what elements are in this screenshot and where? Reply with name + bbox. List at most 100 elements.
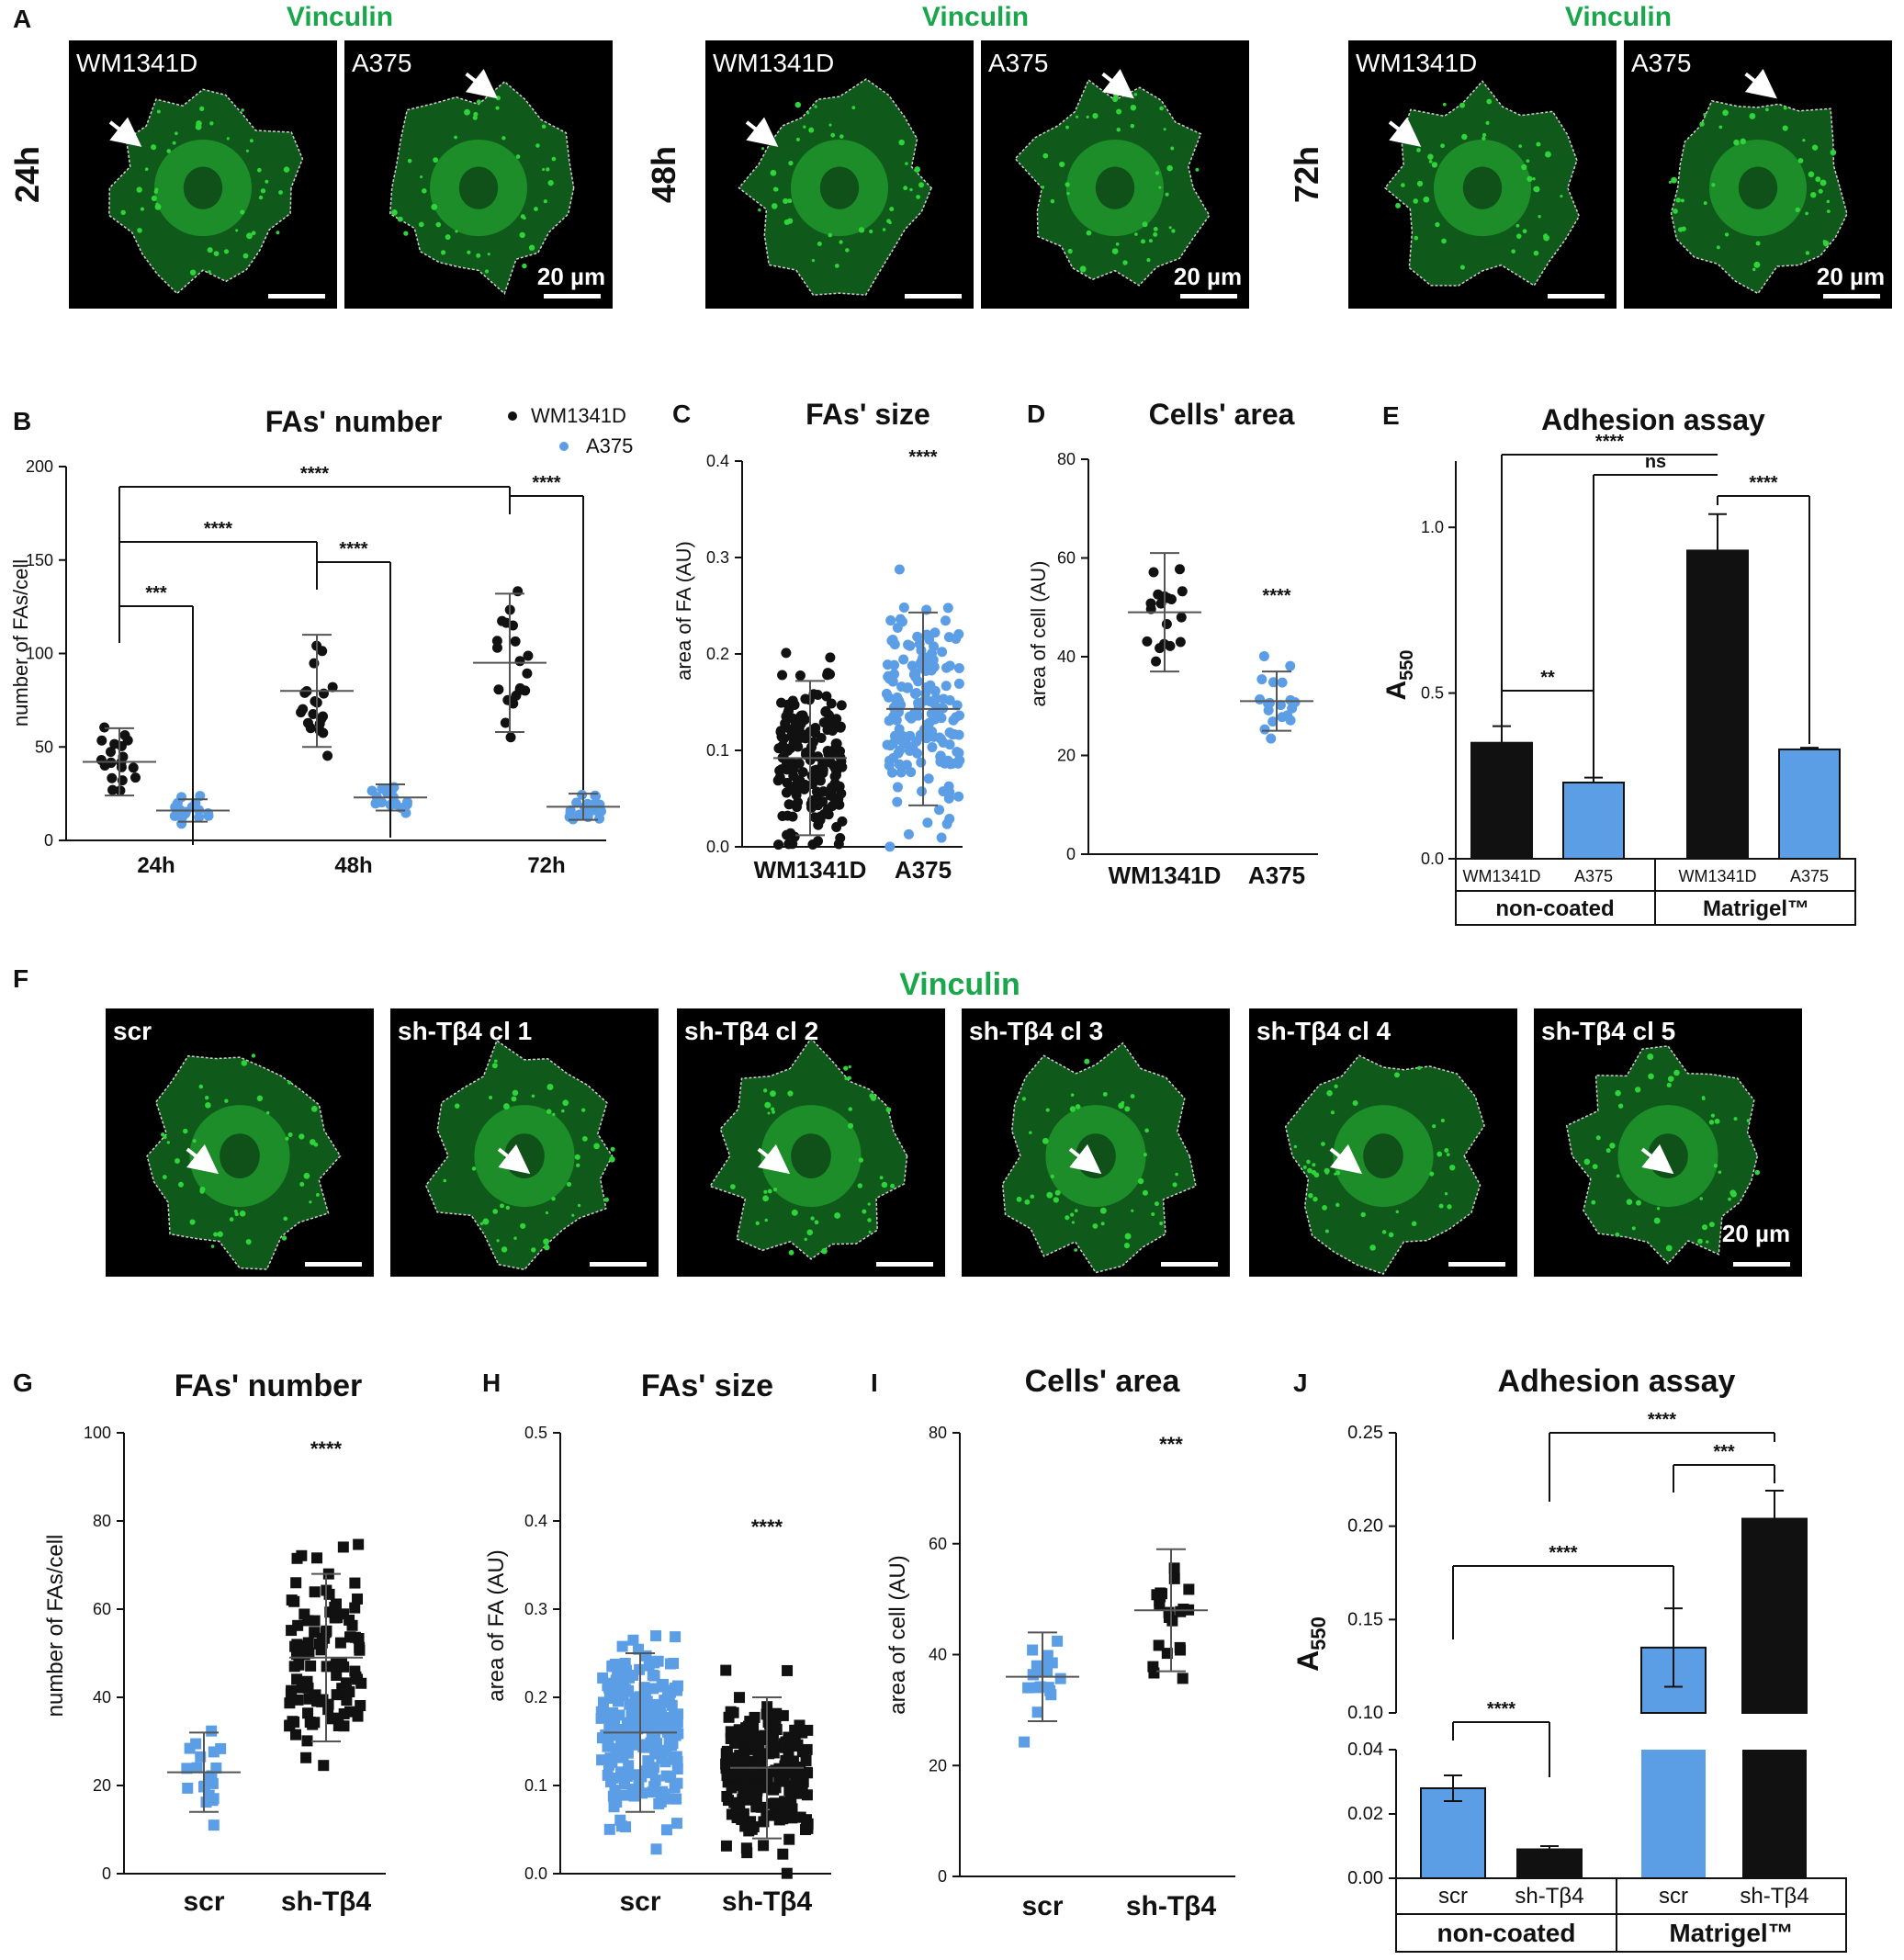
focal-adhesion-dot (763, 1189, 768, 1194)
x-tick-label: scr (183, 1887, 224, 1917)
vinculin-title: Vinculin (922, 2, 1029, 32)
focal-adhesion-dot (1054, 1189, 1061, 1196)
a375-point (935, 756, 946, 767)
y-axis-label-g: number of FAs/cell (43, 1535, 68, 1718)
focal-adhesion-dot (251, 231, 256, 236)
micrograph-label: WM1341D (76, 49, 197, 77)
focal-adhesion-dot (1153, 231, 1158, 237)
sh-tb4-point (1175, 1644, 1187, 1656)
focal-adhesion-dot (1166, 164, 1173, 172)
y-tick-label: 0.00 (1347, 1868, 1383, 1888)
scale-bar-label: 20 µm (537, 263, 605, 290)
focal-adhesion-dot (542, 167, 546, 172)
a375-point (952, 700, 963, 711)
focal-adhesion-dot (245, 149, 249, 152)
focal-adhesion-dot (162, 1175, 167, 1179)
wm1341d-point (130, 772, 141, 783)
focal-adhesion-dot (213, 1232, 219, 1237)
y-tick-label: 0 (102, 1864, 111, 1883)
wm1341d-point (773, 839, 784, 850)
sh-tb4-point (355, 1700, 366, 1712)
focal-adhesion-dot (140, 207, 144, 211)
micrograph-wm1341d: WM1341D (1348, 40, 1617, 309)
sig-label-i: *** (1159, 1433, 1183, 1456)
focal-adhesion-dot (1697, 1238, 1703, 1245)
wm1341d-point (800, 693, 811, 704)
legend-marker-a375 (559, 442, 569, 451)
sh-tb4-point (346, 1619, 358, 1631)
focal-adhesion-dot (879, 1176, 884, 1180)
sh-tb4-point (301, 1735, 313, 1747)
scr-point (642, 1755, 654, 1767)
micrograph-label: sh-Tβ4 cl 3 (969, 1017, 1103, 1045)
scr-point (616, 1640, 628, 1652)
sh-tb4-point (721, 1790, 733, 1802)
sh-tb4-point (341, 1695, 353, 1707)
a375-point (884, 841, 896, 852)
focal-adhesion-dot (889, 207, 895, 212)
focal-adhesion-dot (246, 232, 253, 240)
micrograph-label: sh-Tβ4 cl 2 (684, 1017, 818, 1045)
a375-point (884, 673, 895, 684)
a375-point (1285, 715, 1296, 726)
y-tick-label: 0.3 (706, 548, 729, 567)
focal-adhesion-dot (1722, 109, 1729, 117)
y-tick-label: 0.0 (1421, 850, 1444, 868)
focal-adhesion-dot (1511, 249, 1515, 254)
wm1341d-point (794, 777, 805, 788)
timepoint-label: 24h (8, 146, 46, 203)
focal-adhesion-dot (241, 108, 244, 112)
scr-point (1019, 1736, 1031, 1748)
focal-adhesion-dot (811, 258, 816, 263)
focal-adhesion-dot (1130, 104, 1137, 111)
focal-adhesion-dot (256, 167, 262, 173)
focal-adhesion-dot (1609, 1143, 1616, 1149)
focal-adhesion-dot (1449, 1165, 1456, 1171)
wm1341d-point (825, 652, 836, 663)
sh-tb4-point (736, 1814, 748, 1826)
scr-point (608, 1801, 620, 1813)
focal-adhesion-dot (1795, 207, 1800, 213)
focal-adhesion-dot (843, 1065, 849, 1071)
focal-adhesion-dot (496, 1239, 500, 1243)
nucleus (1648, 1133, 1688, 1179)
wm1341d-point (823, 710, 834, 721)
scr-point (1042, 1682, 1054, 1694)
a375-point (917, 786, 928, 797)
focal-adhesion-dot (1195, 167, 1200, 172)
focal-adhesion-dot (1334, 1084, 1338, 1088)
scr-point (671, 1763, 683, 1775)
sig-bracket-b-label: *** (145, 583, 167, 603)
a375-point (905, 640, 916, 651)
focal-adhesion-dot (303, 1172, 310, 1179)
focal-adhesion-dot (513, 1236, 517, 1240)
scr-point (620, 1669, 632, 1681)
focal-adhesion-dot (1153, 226, 1158, 231)
focal-adhesion-dot (571, 1213, 575, 1217)
a375-point (941, 681, 952, 692)
nucleus (183, 166, 223, 209)
x-tick-label: sh-Tβ4 (722, 1887, 813, 1917)
wm1341d-point (813, 819, 824, 830)
scr-point (603, 1759, 614, 1771)
wm1341d-point (317, 646, 328, 657)
scr-point (652, 1748, 664, 1760)
focal-adhesion-dot (1313, 1196, 1318, 1202)
a375-point (1259, 724, 1270, 735)
sh-tb4-point (768, 1784, 780, 1796)
focal-adhesion-dot (772, 1110, 775, 1114)
scr-point (669, 1710, 681, 1722)
focal-adhesion-dot (501, 136, 506, 141)
focal-adhesion-dot (1810, 191, 1817, 198)
scr-point (664, 1658, 676, 1670)
focal-adhesion-dot (403, 231, 409, 236)
focal-adhesion-dot (1703, 201, 1707, 206)
a375-point (912, 748, 923, 759)
focal-adhesion-dot (240, 209, 245, 215)
a375-point (940, 615, 951, 626)
a375-point (929, 627, 941, 638)
wm1341d-point (107, 784, 118, 795)
y-tick-label: 150 (26, 551, 53, 569)
focal-adhesion-dot (1591, 1200, 1596, 1205)
focal-adhesion-dot (420, 175, 423, 179)
